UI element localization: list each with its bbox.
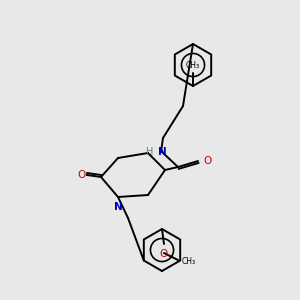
Text: N: N xyxy=(114,202,122,212)
Text: O: O xyxy=(77,170,85,180)
Text: CH₃: CH₃ xyxy=(182,257,196,266)
Text: CH₃: CH₃ xyxy=(186,61,200,70)
Text: O: O xyxy=(160,249,168,259)
Text: N: N xyxy=(158,147,167,157)
Text: O: O xyxy=(203,156,211,166)
Text: H: H xyxy=(146,147,154,157)
